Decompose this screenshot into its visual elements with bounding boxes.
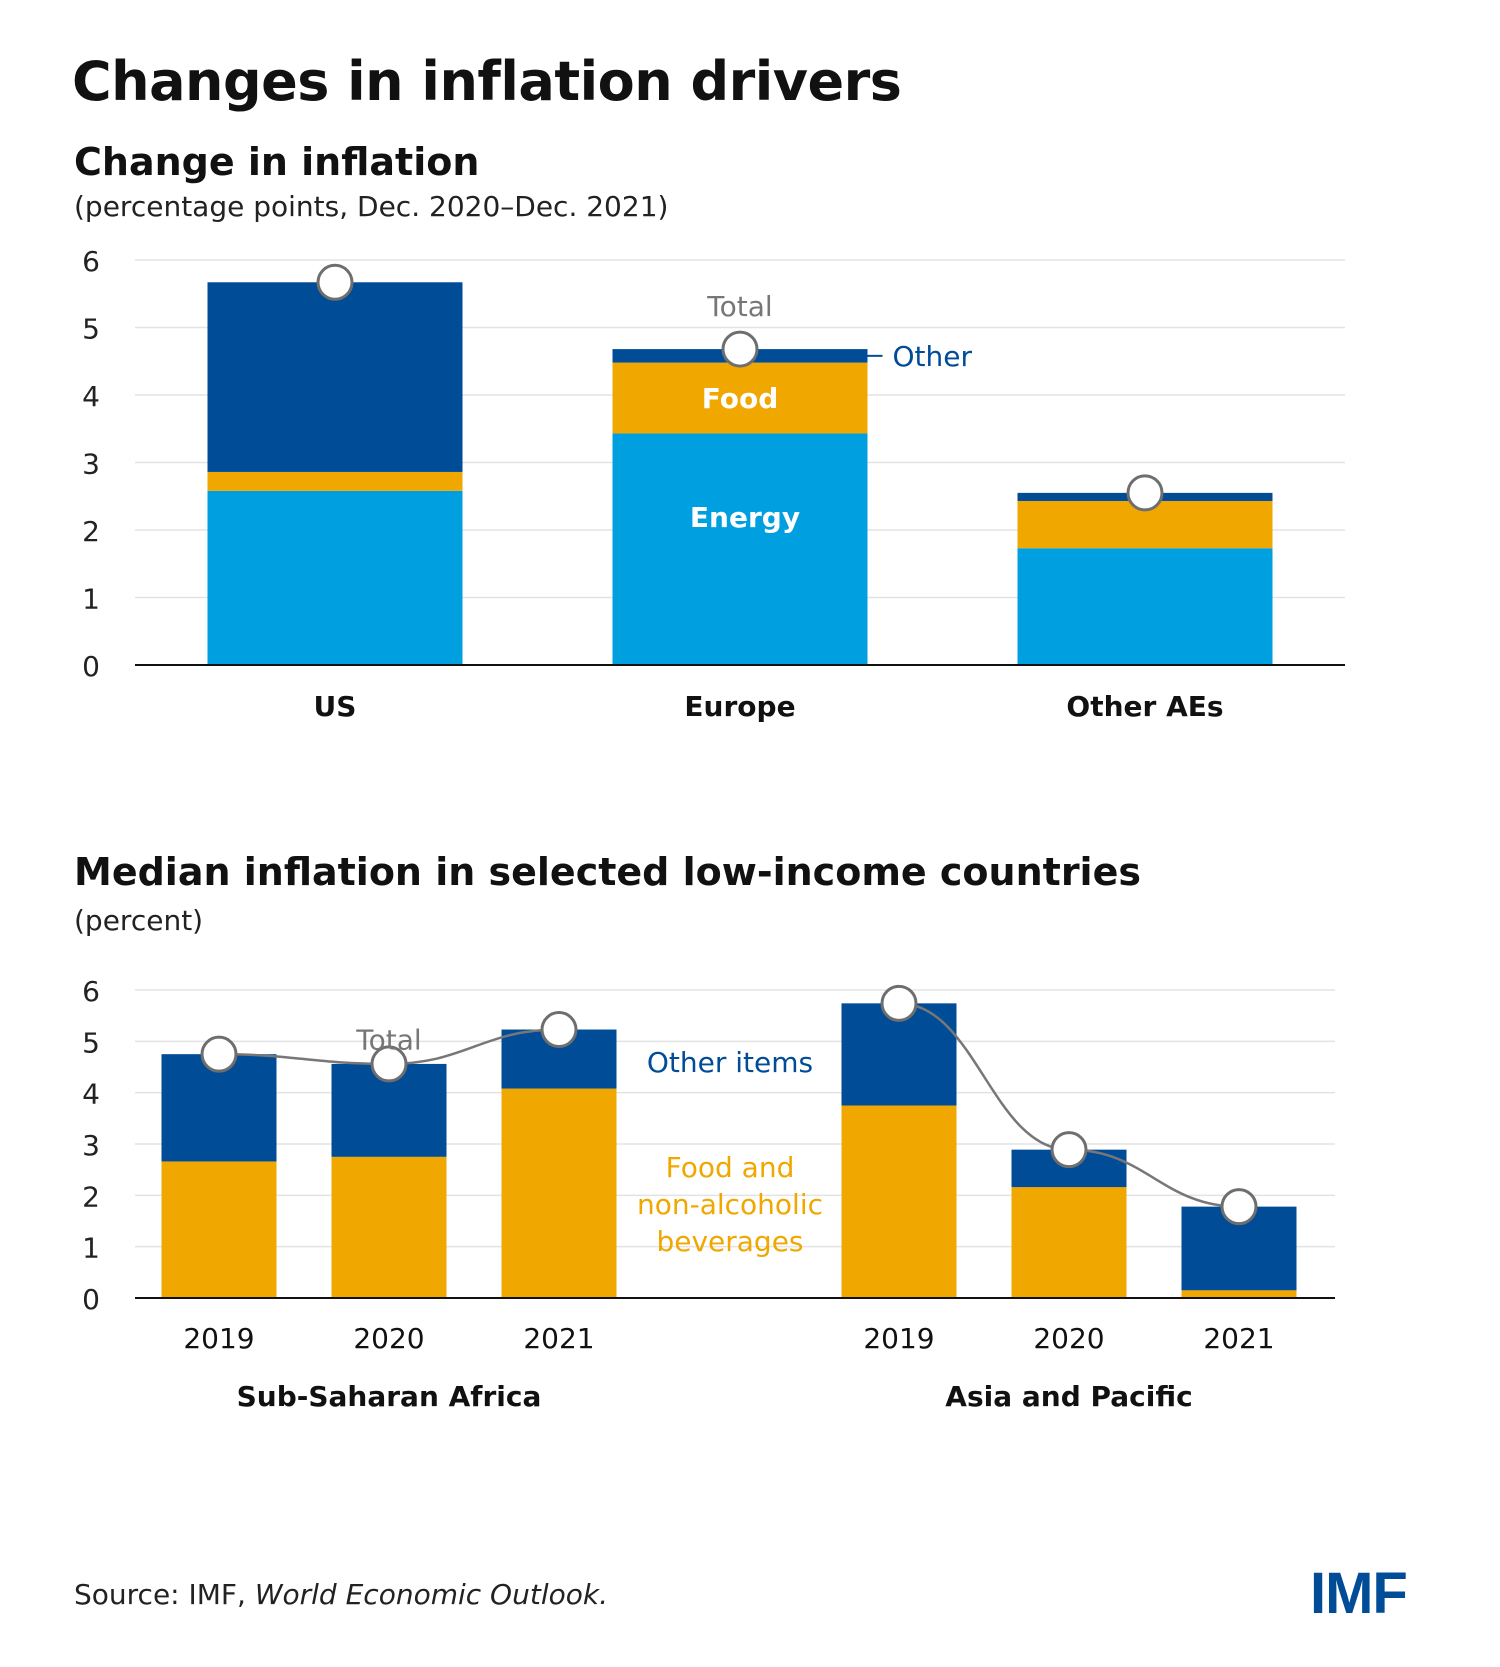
main-title: Changes in inflation drivers [72,50,902,113]
y-tick-label: 1 [82,1232,100,1265]
x-tick-label: 2021 [1203,1322,1274,1355]
x-tick-label: 2020 [1033,1322,1104,1355]
y-tick-label: 5 [82,313,100,346]
chart1-subtitle: (percentage points, Dec. 2020–Dec. 2021) [74,190,669,223]
bar-food [207,471,463,491]
x-tick-label: Other AEs [1066,690,1223,723]
x-tick-label: 2019 [863,1322,934,1355]
food-label-line: Food and [666,1151,795,1184]
bar-energy [1017,548,1273,665]
y-tick-label: 2 [82,1180,100,1213]
total-marker [1050,1131,1088,1169]
total-marker [200,1035,238,1073]
y-tick-label: 4 [82,380,100,413]
total-marker [370,1045,408,1083]
bar-energy [207,490,463,665]
source-note: Source: IMF, World Economic Outlook. [74,1578,608,1611]
total-label: Total [355,1023,421,1056]
y-tick-label: 0 [82,1283,100,1316]
group-label: Asia and Pacific [945,1380,1192,1413]
chart1-svg: 0 1 2 3 4 5 6 US Europe Other AEs Total Other Food En… [82,250,1345,723]
bar-food [1011,1187,1127,1298]
source-prefix: Source: IMF, [74,1578,255,1611]
x-tick-label: 2020 [353,1322,424,1355]
total-marker [1126,474,1164,512]
total-marker [540,1011,578,1049]
bar-food [841,1105,957,1298]
y-tick-label: 3 [82,448,100,481]
food-label: Food [702,382,779,415]
bar-other [207,282,463,472]
food-label-line: beverages [656,1225,803,1258]
energy-label: Energy [690,501,800,534]
y-tick-label: 4 [82,1078,100,1111]
chart2-subtitle: (percent) [74,904,204,937]
source-publication: World Economic Outlook. [254,1578,608,1611]
y-tick-label: 1 [82,583,100,616]
x-tick-label: 2021 [523,1322,594,1355]
total-marker [721,330,759,368]
x-tick-label: 2019 [183,1322,254,1355]
total-marker [880,984,918,1022]
y-tick-label: 0 [82,650,100,683]
chart2-title: Median inflation in selected low-income … [74,850,1141,894]
y-tick-label: 2 [82,515,100,548]
x-tick-label: Europe [684,690,795,723]
other-label: Other [893,340,973,373]
other-items-label: Other items [647,1046,813,1079]
group-label: Sub-Saharan Africa [237,1380,542,1413]
total-marker [316,263,354,301]
bar-food [331,1156,447,1298]
bar-food [501,1088,617,1298]
y-tick-label: 6 [82,975,100,1008]
chart1-title: Change in inflation [74,140,480,184]
bar-food [161,1161,277,1298]
total-label: Total [706,290,772,323]
y-tick-label: 6 [82,250,100,278]
y-tick-label: 3 [82,1129,100,1162]
total-marker [1220,1188,1258,1226]
x-tick-label: US [314,690,357,723]
chart2-svg: 0 1 2 3 4 5 6 2019 2020 2021 Sub-Saharan Africa 201… [82,975,1335,1413]
bar-energy [612,433,868,665]
bar-food [1181,1290,1297,1298]
y-tick-label: 5 [82,1026,100,1059]
imf-logo: IMF [1310,1561,1408,1626]
bar-food [612,362,868,434]
food-label-line: non-alcoholic [637,1188,823,1221]
